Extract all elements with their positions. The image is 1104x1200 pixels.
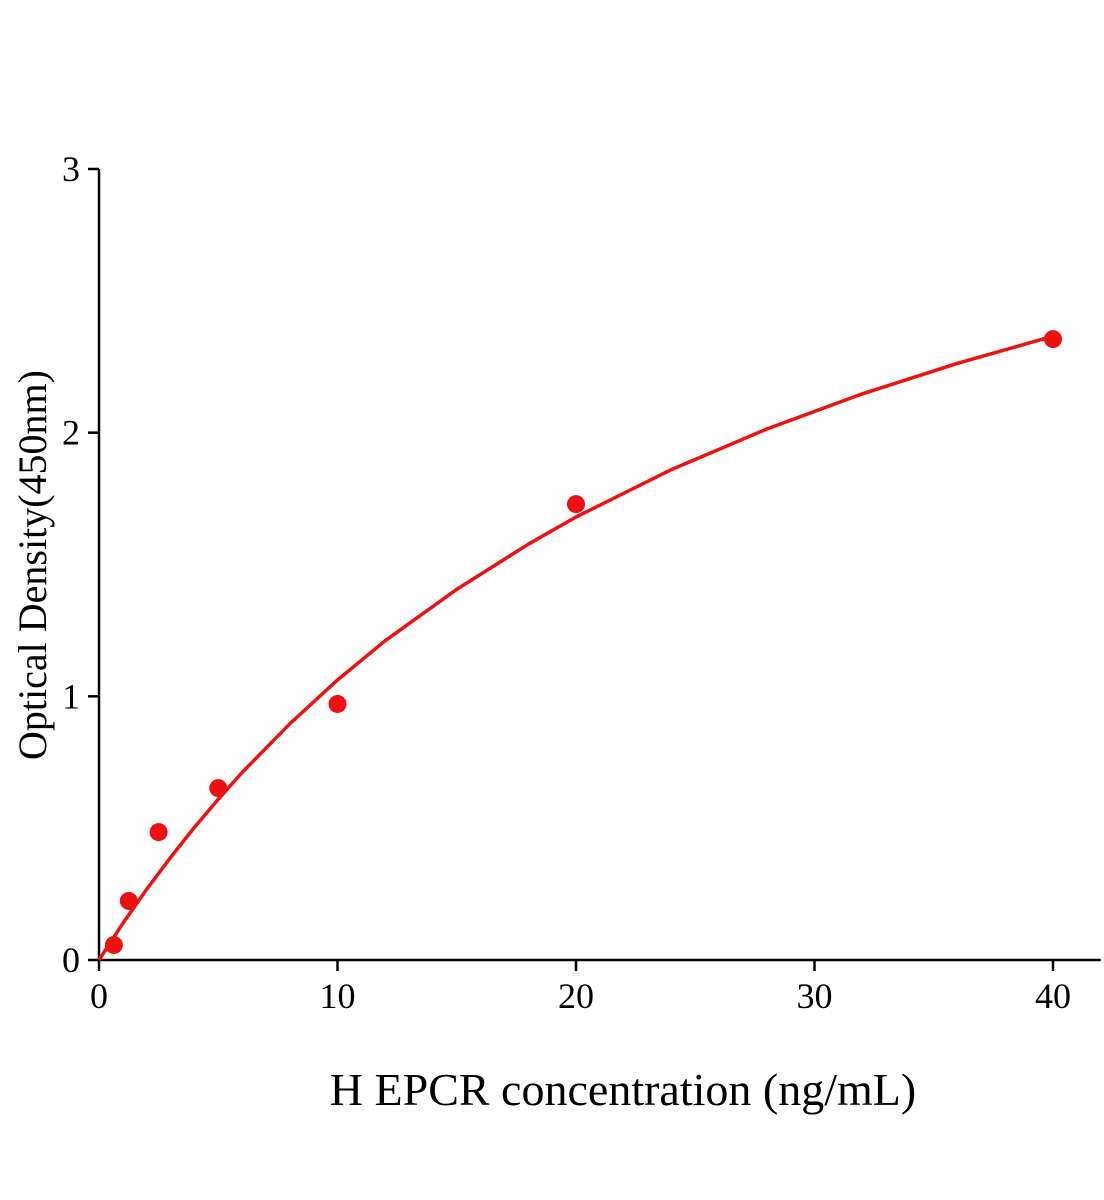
x-tick-label: 0 — [90, 976, 108, 1016]
x-axis-label: H EPCR concentration (ng/mL) — [330, 1064, 916, 1115]
data-point — [1044, 330, 1062, 349]
y-axis-label: Optical Density(450nm) — [10, 370, 55, 760]
x-tick-label: 40 — [1035, 976, 1071, 1016]
data-point — [209, 779, 228, 798]
y-tick-label: 2 — [62, 413, 80, 453]
y-tick-label: 3 — [62, 149, 80, 189]
fit-curve — [97, 334, 1054, 961]
x-tick-label: 30 — [797, 976, 833, 1016]
data-point — [119, 891, 138, 910]
data-point — [104, 935, 123, 954]
data-point — [328, 694, 347, 713]
y-tick-label: 1 — [62, 676, 80, 716]
data-point — [149, 823, 168, 842]
data-point — [567, 495, 585, 514]
y-tick-label: 0 — [62, 940, 80, 980]
x-tick-label: 10 — [320, 976, 356, 1016]
x-tick-label: 20 — [558, 976, 594, 1016]
